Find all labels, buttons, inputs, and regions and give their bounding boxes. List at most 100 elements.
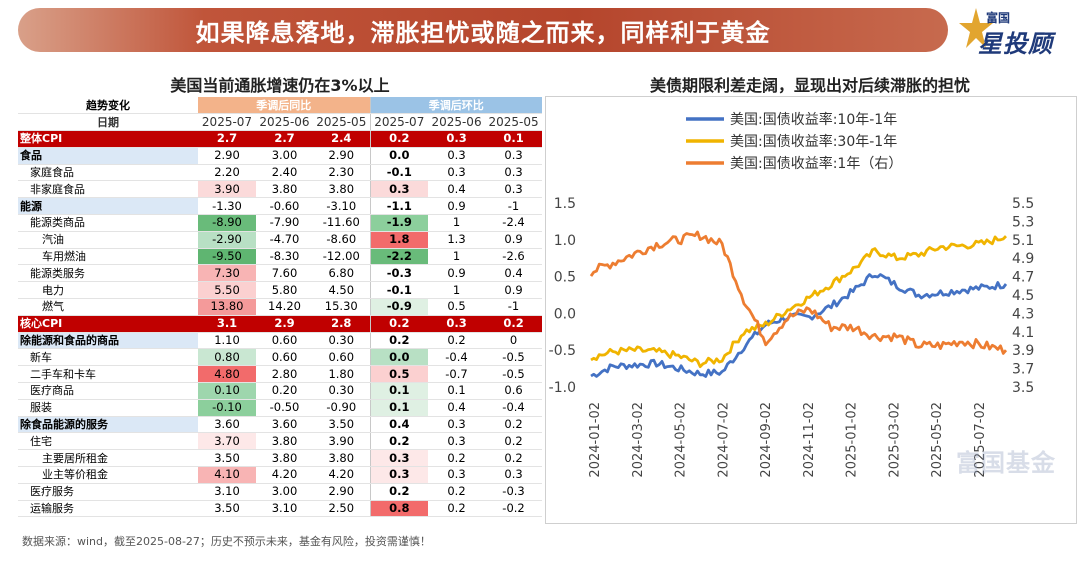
mom-value-cell: -2.6 [485,248,543,266]
table-row: 整体CPI 2.7 2.7 2.4 0.2 0.3 0.1 [18,130,543,148]
yoy-value-cell: 2.40 [256,164,313,182]
mom-value-cell: -0.4 [485,399,543,417]
mom-value-cell: 0.9 [485,281,543,300]
table-row: 运输服务 3.50 3.10 2.50 0.8 0.2 -0.2 [18,500,543,518]
yoy-value-cell: 3.90 [313,432,371,451]
mom-value-cell: 0.2 [370,332,429,350]
yoy-value-cell: 0.10 [198,382,256,400]
mom-value-cell: 0.5 [370,365,429,384]
row-label: 运输服务 [18,500,198,518]
y-left-tick-label: 0.0 [554,306,576,322]
yoy-value-cell: -2.90 [198,231,256,249]
table-date-row: 日期 2025-07 2025-06 2025-05 2025-07 2025-… [18,113,543,132]
header-mom: 季调后环比 [370,97,543,115]
y-left-tick-label: -0.5 [549,343,576,359]
mom-value-cell: 0.2 [370,315,429,333]
yoy-value-cell: 3.10 [198,483,256,501]
yoy-value-cell: 3.90 [198,180,256,199]
mom-value-cell: 0.5 [428,298,486,316]
watermark: 富国基金 [956,449,1056,477]
mom-value-cell: 0.3 [370,180,429,199]
mom-value-cell: 0.2 [370,130,429,148]
mom-value-cell: -0.2 [485,500,543,518]
table-row: 服装 -0.10 -0.50 -0.90 0.1 0.4 -0.4 [18,399,543,417]
mom-value-cell: 0.2 [485,432,543,451]
mom-value-cell: 0.2 [485,416,543,434]
yoy-value-cell: 5.50 [198,281,256,300]
yoy-value-cell: 0.80 [198,348,256,367]
mom-value-cell: 0.3 [428,130,486,148]
mom-value-cell: 0.3 [428,432,486,451]
yoy-value-cell: 3.60 [198,416,256,434]
yoy-value-cell: -9.50 [198,248,256,266]
row-label: 业主等价租金 [18,466,198,484]
mom-value-cell: 0.9 [428,264,486,283]
mom-value-cell: 0.9 [428,197,486,216]
table-row: 医疗商品 0.10 0.20 0.30 0.1 0.1 0.6 [18,382,543,400]
row-label: 医疗服务 [18,483,198,501]
mom-value-cell: -0.5 [485,348,543,367]
yoy-value-cell: 4.10 [198,466,256,484]
header-trend: 趋势变化 [18,97,198,115]
mom-value-cell: 0.3 [370,449,429,468]
yoy-value-cell: 4.20 [313,466,371,484]
yoy-value-cell: 3.00 [256,483,313,501]
mom-value-cell: 0.3 [428,164,486,182]
yoy-value-cell: 2.90 [198,147,256,165]
table-row: 电力 5.50 5.80 4.50 -0.1 1 0.9 [18,281,543,300]
yoy-value-cell: 3.50 [198,449,256,468]
mom-value-cell: 0.2 [485,315,543,333]
mom-value-cell: 0.2 [428,500,486,518]
legend-label: 美国:国债收益率:30年-1年 [730,133,897,150]
page-banner: 如果降息落地，滞胀担忧或随之而来，同样利于黄金 [18,8,948,52]
yoy-value-cell: 2.9 [256,315,313,333]
yoy-value-cell: 2.30 [313,164,371,182]
yoy-value-cell: 3.10 [256,500,313,518]
mom-value-cell: 0.3 [485,147,543,165]
y-right-tick-label: 3.5 [1012,380,1034,396]
x-tick-label: 2025-03-02 [887,402,902,478]
table-row: 主要居所租金 3.50 3.80 3.80 0.3 0.2 0.2 [18,449,543,468]
row-label: 汽油 [18,231,198,249]
row-label: 能源类商品 [18,214,198,232]
date-cell: 2025-06 [428,113,486,132]
table-row: 能源类服务 7.30 7.60 6.80 -0.3 0.9 0.4 [18,264,543,283]
yoy-value-cell: 1.10 [198,332,256,350]
y-left-tick-label: 0.5 [554,270,576,286]
x-tick-label: 2025-01-02 [845,402,860,478]
mom-value-cell: 0.3 [370,466,429,484]
row-label: 除食品能源的服务 [18,416,198,434]
table-header-row: 趋势变化 季调后同比 季调后环比 [18,97,543,115]
header-date: 日期 [18,113,198,132]
table-row: 能源类商品 -8.90 -7.90 -11.60 -1.9 1 -2.4 [18,214,543,232]
mom-value-cell: 0.4 [485,264,543,283]
mom-value-cell: 0.2 [370,432,429,451]
yoy-value-cell: 0.60 [256,348,313,367]
yoy-value-cell: 3.80 [256,180,313,199]
yoy-value-cell: 2.7 [198,130,256,148]
yoy-value-cell: -0.90 [313,399,371,417]
mom-value-cell: 0.1 [428,382,486,400]
table-row: 食品 2.90 3.00 2.90 0.0 0.3 0.3 [18,147,543,165]
yoy-value-cell: -0.50 [256,399,313,417]
yoy-value-cell: 14.20 [256,298,313,316]
mom-value-cell: -0.1 [370,281,429,300]
y-left-tick-label: -1.0 [549,380,576,396]
mom-value-cell: 0.2 [428,483,486,501]
logo-top-text: 富国 [986,11,1011,25]
mom-value-cell: 1 [428,281,486,300]
table-row: 能源 -1.30 -0.60 -3.10 -1.1 0.9 -1 [18,197,543,216]
date-cell: 2025-06 [256,113,313,132]
mom-value-cell: 0.3 [485,466,543,484]
date-cell: 2025-07 [198,113,256,132]
y-left-tick-label: 1.0 [554,233,576,249]
yoy-value-cell: 3.80 [256,432,313,451]
y-right-tick-label: 4.3 [1012,306,1034,322]
table-row: 住宅 3.70 3.80 3.90 0.2 0.3 0.2 [18,432,543,451]
yoy-value-cell: 0.20 [256,382,313,400]
row-label: 食品 [18,147,198,165]
chart-title: 美债期限利差走阔，显现出对后续滞胀的担忧 [649,76,970,95]
table-row: 非家庭食品 3.90 3.80 3.80 0.3 0.4 0.3 [18,180,543,199]
mom-value-cell: -1 [485,298,543,316]
mom-value-cell: -2.2 [370,248,429,266]
